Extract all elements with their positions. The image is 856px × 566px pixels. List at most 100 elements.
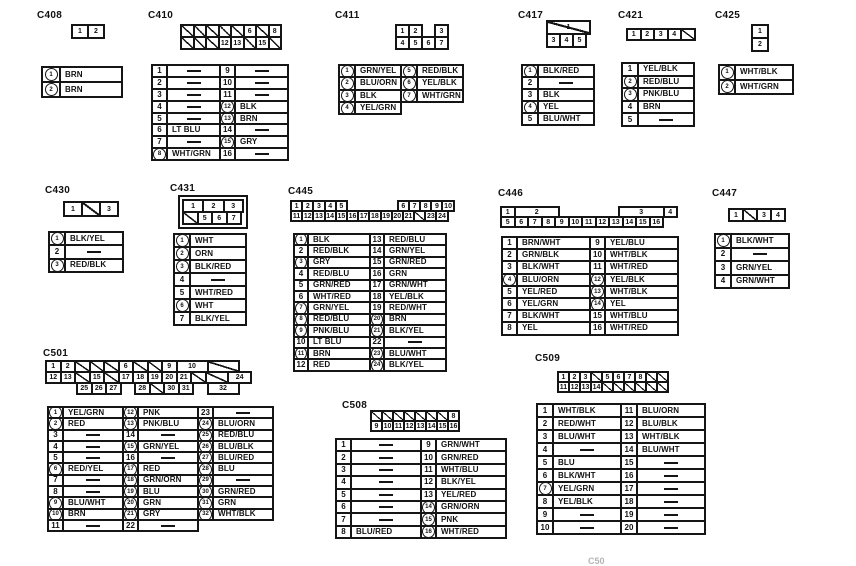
pin-cell: 16: [648, 216, 664, 228]
pin-table-row: 3 BLK/RED: [173, 259, 247, 274]
connector-label: C509: [535, 353, 561, 364]
pin-table-row: 6 RED/YEL 17 RED 28 BLU: [47, 462, 274, 476]
pin-table-row: 3 RED/BLK: [48, 257, 124, 273]
wire-color: RED/BLK: [64, 257, 124, 273]
no-connection-dash: [254, 81, 269, 84]
connector-label: C508: [342, 400, 368, 411]
circled-pin-number: 8: [153, 147, 166, 161]
no-connection-dash: [86, 456, 100, 459]
no-connection-dash: [254, 93, 269, 96]
pin-cell: 4: [662, 206, 678, 218]
wire-color: YEL/GRN: [354, 100, 402, 116]
pin-table: 1 BRN 2 BRN: [41, 66, 123, 98]
connector-label: C411: [335, 10, 360, 21]
wire-color: [552, 520, 622, 535]
no-connection-dash: [379, 493, 393, 496]
no-connection-dash: [254, 153, 269, 156]
wire-color: BLU/RED: [350, 524, 422, 540]
pin-cell: 4: [559, 33, 574, 48]
pin-table-row: 6 WHT/RED 18 YEL/BLK: [293, 289, 447, 304]
pin-cell: 32: [206, 382, 240, 395]
wire-color: [137, 518, 199, 533]
wire-color: RED: [307, 358, 371, 372]
pin-table-row: 3 GRN/YEL: [714, 260, 790, 276]
pin-cell: 5: [572, 33, 587, 48]
pin-table-row: 1 BRN/WHT 9 YEL/BLU: [501, 236, 679, 251]
no-connection-dash: [580, 448, 594, 451]
connector-label: C501: [43, 348, 69, 359]
no-connection-dash: [379, 518, 393, 521]
hatched-pin-cell: [645, 381, 658, 393]
pin-table-row: 6 WHT: [173, 298, 247, 313]
connector-label: C445: [288, 186, 314, 197]
hatched-pin-cell: [436, 410, 449, 422]
no-connection-dash: [379, 506, 393, 509]
no-connection-dash: [379, 481, 393, 484]
wire-color: [234, 147, 289, 162]
pin-cell: 13: [414, 420, 427, 432]
pin-table: 1 BLK/RED 2 3 BLK 4 YEL 5 BLU/WHT: [521, 64, 595, 126]
pin-map-row: 9 10 11 12 13 14 15 16: [370, 420, 460, 432]
pin-table-row: 2: [714, 246, 790, 262]
pin-table-row: 11 BRN 23 BLU/WHT: [293, 346, 447, 361]
pin-table-row: 7 BLK/YEL: [173, 311, 247, 326]
no-connection-dash: [254, 129, 269, 132]
pin-table-row: 6 14 GRN/ORN: [335, 499, 507, 515]
pin-table: 1 BLK 13 RED/BLU 2 RED/BLK 14 GRN/YEL 3 GRY 15 GRN/…: [293, 233, 447, 372]
pin-table-row: 2 BRN: [41, 81, 123, 98]
wire-color: WHT/GRN: [166, 147, 221, 162]
wire-color: YEL: [516, 321, 591, 336]
wire-color: [636, 520, 706, 535]
pin-table: 1 BLK/YEL 2 3 RED/BLK: [48, 231, 124, 273]
faint-footer-text: C50: [588, 556, 605, 566]
hatched-pin-cell: [74, 371, 91, 384]
pin-table-row: 9 PNK/BLU 21 BLK/YEL: [293, 324, 447, 338]
pin-map: 1 2 6 9 10 12 13 15 17 18 19 20 21 24 25 26 27 28 30 31 32: [45, 354, 252, 395]
wire-color: WHT/BLK: [212, 507, 274, 521]
pin-map: 1 2 3 4 5 6 7 8 9 10 11 12 13 14 15 16 17 18 19 20 21 23 24: [290, 194, 455, 222]
pin-number: 1: [718, 64, 736, 81]
circled-pin-number: 2: [44, 83, 58, 96]
pin-table: 1 BRN/WHT 9 YEL/BLU 2 GRN/BLK 10 WHT/BLK 3 BLK/WH…: [501, 236, 679, 336]
pin-cell: 3: [99, 201, 119, 217]
pin-map-row: 25 26 27 28 30 31 32: [45, 382, 252, 395]
pin-table-row: 5: [621, 112, 695, 127]
pin-table-row: 7 GRN/YEL 19 RED/WHT: [293, 301, 447, 315]
pin-map-row: 12 13 15: [180, 36, 282, 50]
connector-label: C408: [37, 10, 63, 21]
pin-table: 1 YEL/BLK 2 RED/BLU 3 PNK/BLU 4 BRN 5: [621, 62, 695, 127]
pin-table-row: 8 RED/BLU 20 BRN: [293, 312, 447, 327]
wire-color: [234, 123, 289, 138]
pin-table-row: 9 BLU/WHT 20 GRN 31 GRN: [47, 496, 274, 510]
pin-table-row: 4 GRN/WHT: [714, 273, 790, 289]
no-connection-dash: [86, 479, 100, 482]
pin-cell: 2: [751, 37, 769, 52]
pin-table-row: 2 WHT/GRN: [718, 78, 794, 95]
circled-pin-number: 7: [402, 89, 416, 103]
circled-pin-number: 3: [50, 258, 64, 272]
pin-number: 1: [41, 66, 61, 83]
pin-table-row: 2 ORN: [173, 246, 247, 261]
hatched-pin-cell: [656, 381, 669, 393]
no-connection-dash: [379, 468, 393, 471]
connector-label: C446: [498, 188, 524, 199]
wire-color: BLK/YEL: [383, 358, 447, 372]
no-connection-dash: [211, 278, 225, 281]
circled-pin-number: 4: [340, 101, 354, 115]
pin-table-row: 4 15 GRN/YEL 26 BLU/BLK: [47, 439, 274, 454]
pin-table-row: 8 YEL/BLK 18: [536, 494, 706, 509]
hatched-pin-cell: [680, 28, 696, 41]
no-connection-dash: [580, 513, 594, 516]
pin-map-row: 8: [370, 410, 460, 422]
pin-map-row: 11 12 13 14: [557, 381, 669, 393]
pin-cell: 2: [87, 24, 105, 39]
pin-cell: 27: [105, 382, 122, 395]
no-connection-dash: [186, 141, 201, 144]
wire-color: WHT/GRN: [416, 88, 464, 103]
no-connection-dash: [664, 461, 678, 464]
